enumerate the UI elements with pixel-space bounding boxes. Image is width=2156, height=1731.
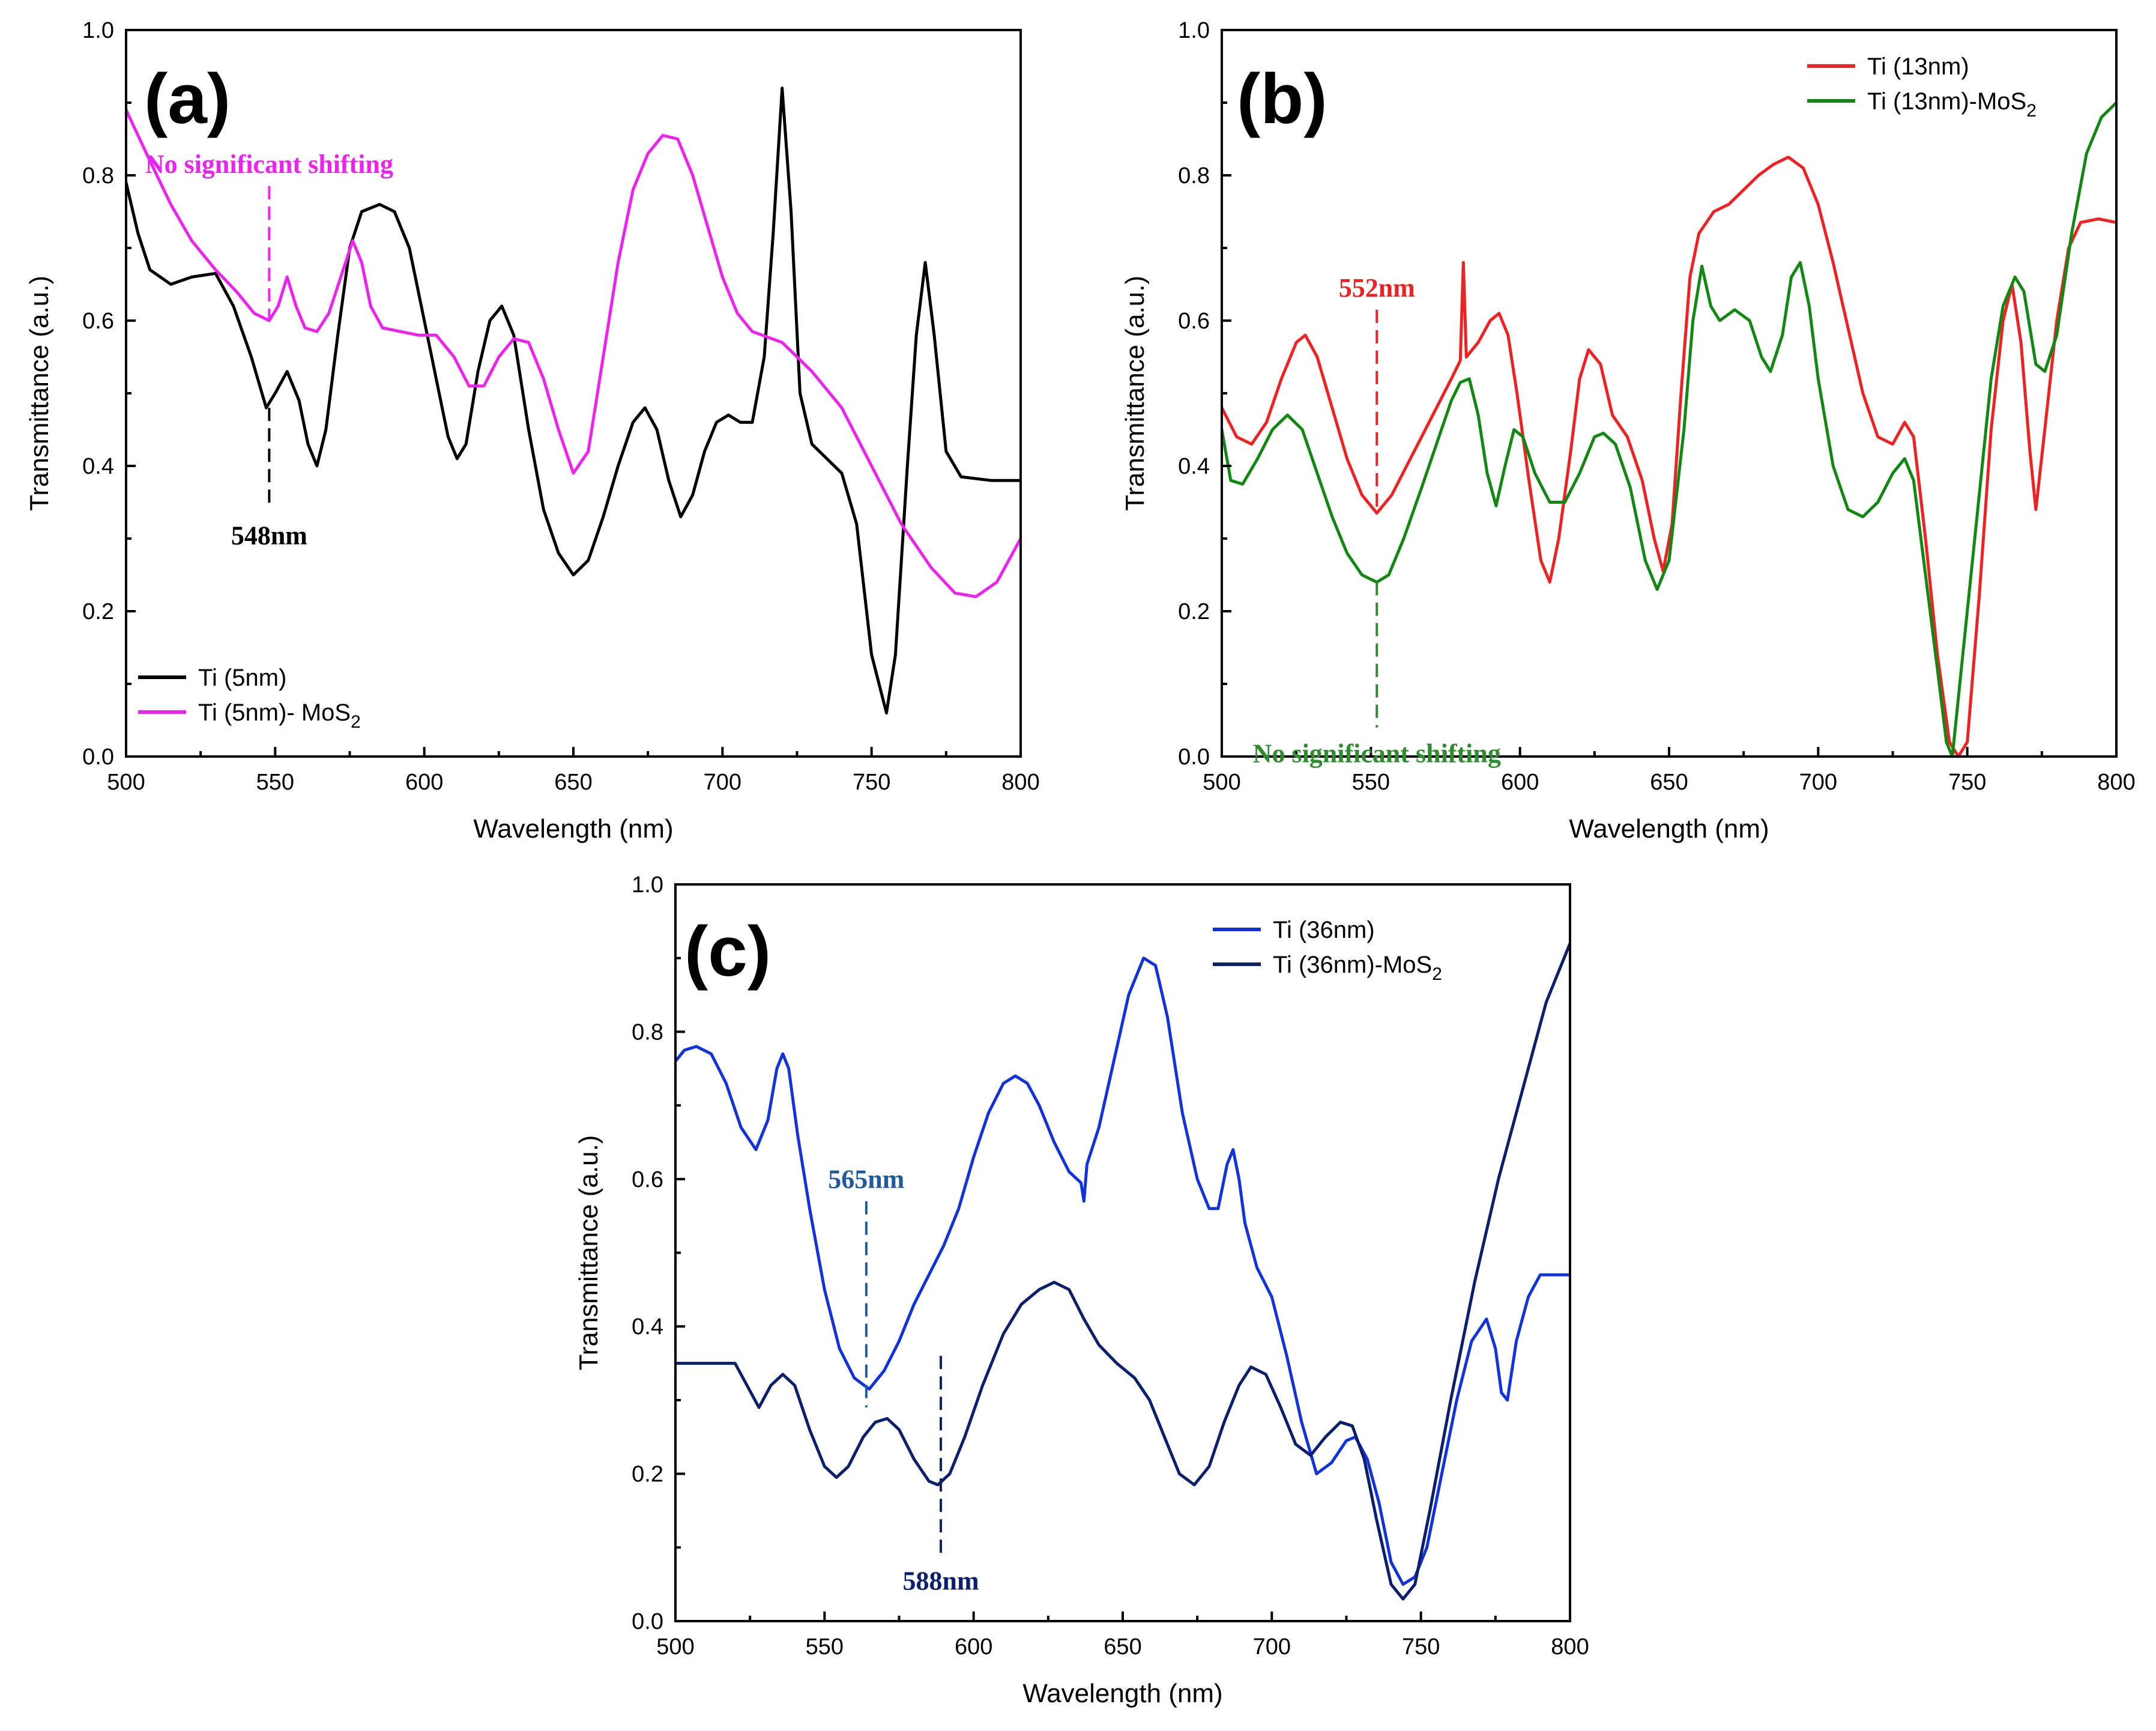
y-axis-title: Transmittance (a.u.) — [25, 276, 54, 511]
y-tick-label: 0.8 — [1178, 163, 1210, 189]
x-tick-label: 550 — [256, 770, 294, 795]
y-tick-label: 0.2 — [1178, 599, 1210, 624]
panel-label: (b) — [1237, 59, 1327, 139]
legend-label: Ti (13nm)-MoS2 — [1867, 88, 2037, 121]
plot-frame — [1221, 29, 2118, 758]
series-line-0-0 — [126, 86, 1021, 714]
x-tick-label: 750 — [1402, 1634, 1440, 1660]
legend-label-main: Ti (36nm) — [1273, 917, 1375, 943]
x-axis-title: Wavelength (nm) — [1569, 814, 1769, 844]
y-tick-label: 0.4 — [82, 454, 114, 479]
x-tick-label: 800 — [1001, 770, 1039, 795]
y-tick-label: 0.8 — [82, 163, 114, 189]
y-tick-label: 0.2 — [82, 599, 114, 624]
plot-frame — [125, 29, 1022, 758]
legend-label-main: Ti (5nm) — [198, 665, 286, 691]
y-axis-title: Transmittance (a.u.) — [1120, 276, 1150, 511]
panel-label: (a) — [144, 59, 231, 139]
x-tick-label: 600 — [405, 770, 443, 795]
legend-label-main: Ti (5nm)- MoS — [198, 699, 351, 726]
x-tick-label: 500 — [656, 1634, 694, 1660]
legend-label-subscript: 2 — [2026, 101, 2037, 121]
y-tick-label: 1.0 — [1178, 18, 1210, 43]
x-tick-label: 700 — [704, 770, 741, 795]
legend-label-main: Ti (13nm)-MoS — [1867, 88, 2026, 115]
y-tick-label: 0.4 — [1178, 454, 1210, 479]
series-line-2-0 — [675, 956, 1570, 1586]
x-tick-label: 650 — [1104, 1634, 1141, 1660]
chart-panel-0: 500 550 600 650 700 750 800 0.0 0.2 0.4 0.6 0.8 1.0 W… — [25, 18, 1040, 844]
legend-label-main: Ti (13nm) — [1867, 53, 1969, 80]
legend-label-subscript: 2 — [1432, 964, 1442, 984]
y-tick-label: 0.0 — [1178, 745, 1210, 770]
x-tick-label: 650 — [1650, 770, 1688, 795]
x-tick-label: 700 — [1799, 770, 1837, 795]
x-axis-title: Wavelength (nm) — [473, 814, 673, 844]
y-tick-label: 0.0 — [82, 745, 114, 770]
legend-label-main: Ti (36nm)-MoS — [1273, 952, 1432, 978]
x-tick-label: 600 — [955, 1634, 992, 1660]
annotation-label: 548nm — [231, 521, 307, 551]
x-tick-label: 550 — [1352, 770, 1390, 795]
series-line-0-1 — [126, 108, 1021, 599]
y-tick-label: 0.6 — [1178, 309, 1210, 334]
legend-label: Ti (5nm)- MoS2 — [198, 699, 361, 732]
x-tick-label: 750 — [1948, 770, 1986, 795]
y-tick-label: 0.8 — [632, 1020, 663, 1045]
x-tick-label: 500 — [107, 770, 145, 795]
annotation-label: No significant shifting — [145, 150, 393, 179]
x-tick-label: 700 — [1253, 1634, 1291, 1660]
series-line-2-1 — [675, 941, 1570, 1601]
y-tick-label: 0.2 — [632, 1462, 663, 1487]
x-tick-label: 500 — [1203, 770, 1240, 795]
y-tick-label: 1.0 — [632, 872, 663, 898]
chart-panel-1: 500 550 600 650 700 750 800 0.0 0.2 0.4 0.6 0.8 1.0 W… — [1120, 18, 2136, 844]
x-tick-label: 550 — [806, 1634, 844, 1660]
y-axis-title: Transmittance (a.u.) — [574, 1135, 603, 1370]
annotation-label: 552nm — [1339, 273, 1415, 303]
y-tick-label: 1.0 — [82, 18, 114, 43]
x-axis-title: Wavelength (nm) — [1022, 1679, 1222, 1708]
legend-label: Ti (36nm) — [1273, 917, 1375, 943]
x-tick-label: 750 — [853, 770, 890, 795]
chart-panel-2: 500 550 600 650 700 750 800 0.0 0.2 0.4 0.6 0.8 1.0 W… — [574, 872, 1589, 1708]
annotation-label: 565nm — [828, 1165, 904, 1194]
y-tick-label: 0.4 — [632, 1314, 663, 1340]
legend-label-subscript: 2 — [351, 712, 361, 732]
legend-label: Ti (13nm) — [1867, 53, 1969, 80]
legend-label: Ti (36nm)-MoS2 — [1273, 952, 1442, 984]
panel-label: (c) — [684, 912, 771, 991]
annotation-label: 588nm — [902, 1566, 979, 1596]
series-line-1-1 — [1222, 101, 2116, 758]
x-tick-label: 800 — [1551, 1634, 1589, 1660]
y-tick-label: 0.6 — [632, 1167, 663, 1192]
x-tick-label: 800 — [2097, 770, 2135, 795]
annotation-label: No significant shifting — [1253, 739, 1501, 769]
x-tick-label: 600 — [1501, 770, 1539, 795]
x-tick-label: 650 — [554, 770, 592, 795]
y-tick-label: 0.6 — [82, 309, 114, 334]
y-tick-label: 0.0 — [632, 1609, 663, 1634]
legend-label: Ti (5nm) — [198, 665, 286, 691]
